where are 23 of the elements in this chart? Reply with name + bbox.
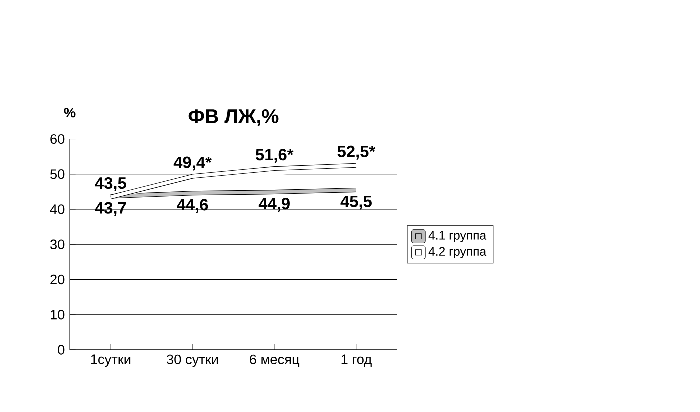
y-tick-label: 40 — [50, 204, 65, 214]
y-tick-label: 50 — [50, 169, 65, 180]
y-tick-label: 0 — [58, 345, 65, 355]
legend-label: 4.2 группа — [428, 247, 487, 258]
data-label: 52,5* — [338, 146, 376, 160]
x-tick-label: 6 месяц — [250, 354, 300, 367]
x-tick-label: 1 год — [342, 354, 372, 367]
data-label: 43,7 — [95, 202, 126, 216]
x-tick-label: 30 сутки — [167, 354, 218, 368]
data-label: 44,6 — [177, 199, 208, 213]
y-tick-label: 30 — [50, 240, 65, 250]
x-tick-label: 1сутки — [91, 354, 131, 367]
y-axis-title: % — [64, 108, 76, 118]
data-label: 51,6* — [256, 148, 294, 163]
data-label: 43,5 — [95, 177, 126, 192]
chart-title: ФВ ЛЖ,% — [188, 109, 279, 126]
data-label: 49,4* — [174, 156, 212, 171]
legend-label: 4.1 группа — [428, 231, 487, 242]
y-tick-label: 60 — [50, 134, 65, 144]
data-label: 44,9 — [258, 198, 290, 212]
y-tick-label: 20 — [50, 274, 65, 284]
data-label: 45,5 — [340, 196, 372, 210]
y-tick-label: 10 — [51, 310, 65, 320]
